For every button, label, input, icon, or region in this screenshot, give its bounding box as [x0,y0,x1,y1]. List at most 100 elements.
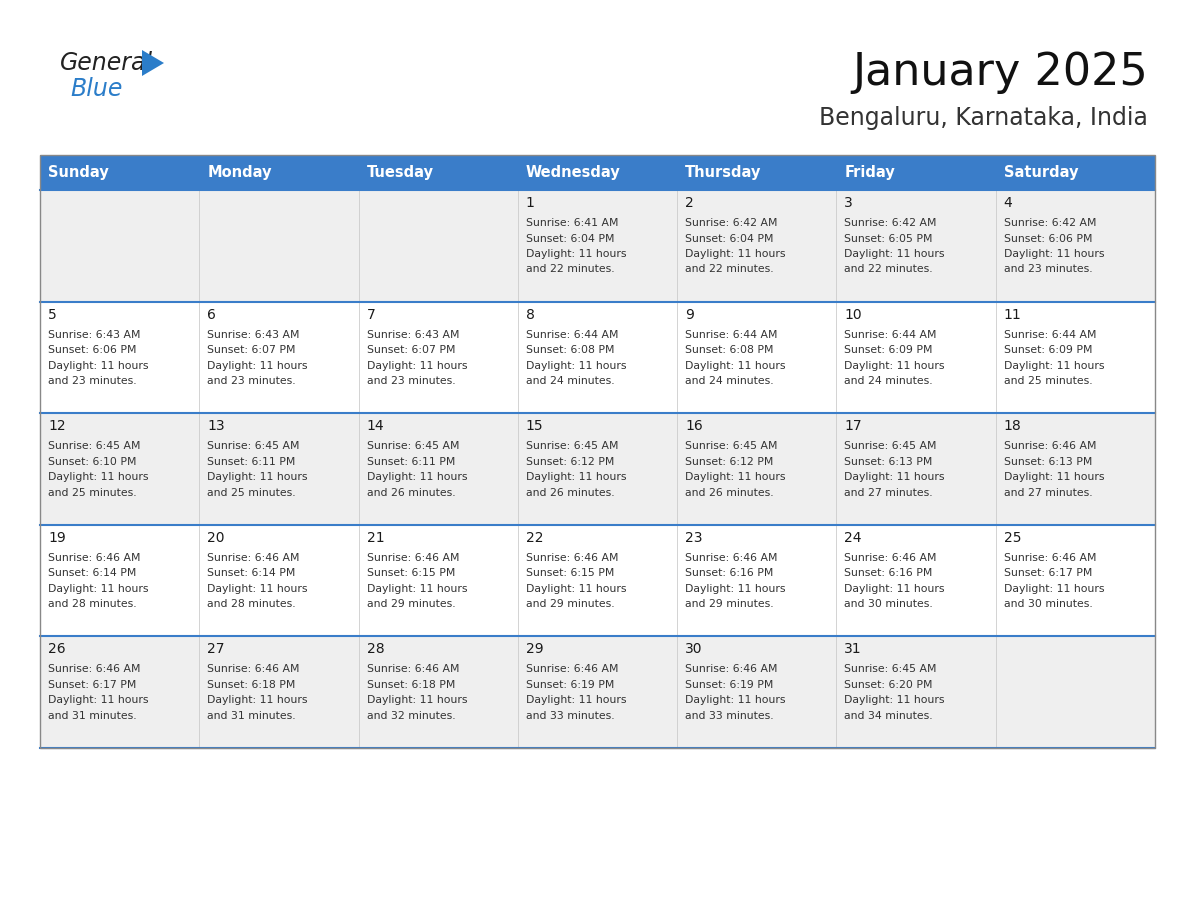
Text: and 23 minutes.: and 23 minutes. [1004,264,1092,274]
Text: and 23 minutes.: and 23 minutes. [48,376,137,386]
Text: Sunset: 6:16 PM: Sunset: 6:16 PM [685,568,773,578]
Text: Sunrise: 6:45 AM: Sunrise: 6:45 AM [367,442,459,452]
Text: 29: 29 [526,643,543,656]
Text: and 28 minutes.: and 28 minutes. [207,599,296,610]
Text: 8: 8 [526,308,535,321]
Text: Sunrise: 6:46 AM: Sunrise: 6:46 AM [1004,553,1097,563]
Text: Sunset: 6:18 PM: Sunset: 6:18 PM [207,680,296,690]
Text: Daylight: 11 hours: Daylight: 11 hours [685,472,785,482]
Text: Sunrise: 6:46 AM: Sunrise: 6:46 AM [685,665,778,675]
Text: and 22 minutes.: and 22 minutes. [685,264,773,274]
Text: Daylight: 11 hours: Daylight: 11 hours [685,361,785,371]
Text: Sunset: 6:04 PM: Sunset: 6:04 PM [526,233,614,243]
Text: Daylight: 11 hours: Daylight: 11 hours [685,249,785,259]
Text: and 25 minutes.: and 25 minutes. [207,487,296,498]
Text: Sunset: 6:07 PM: Sunset: 6:07 PM [367,345,455,355]
Text: Thursday: Thursday [685,165,762,180]
Text: Daylight: 11 hours: Daylight: 11 hours [685,584,785,594]
Text: and 27 minutes.: and 27 minutes. [1004,487,1092,498]
Text: 16: 16 [685,420,703,433]
Text: Tuesday: Tuesday [367,165,434,180]
Text: 30: 30 [685,643,702,656]
Text: Sunrise: 6:43 AM: Sunrise: 6:43 AM [207,330,299,340]
Text: Sunrise: 6:45 AM: Sunrise: 6:45 AM [48,442,140,452]
Text: Daylight: 11 hours: Daylight: 11 hours [526,696,626,705]
Text: 24: 24 [845,531,862,544]
Text: Sunrise: 6:44 AM: Sunrise: 6:44 AM [526,330,619,340]
Text: Daylight: 11 hours: Daylight: 11 hours [48,696,148,705]
Text: Sunrise: 6:43 AM: Sunrise: 6:43 AM [48,330,140,340]
Text: Sunset: 6:14 PM: Sunset: 6:14 PM [48,568,137,578]
Text: and 26 minutes.: and 26 minutes. [367,487,455,498]
Text: Sunset: 6:14 PM: Sunset: 6:14 PM [207,568,296,578]
Text: Friday: Friday [845,165,896,180]
Text: Sunset: 6:13 PM: Sunset: 6:13 PM [1004,456,1092,466]
Text: Daylight: 11 hours: Daylight: 11 hours [1004,584,1104,594]
Text: and 29 minutes.: and 29 minutes. [685,599,773,610]
Text: Sunrise: 6:45 AM: Sunrise: 6:45 AM [845,665,937,675]
Text: 23: 23 [685,531,702,544]
Text: and 29 minutes.: and 29 minutes. [367,599,455,610]
Text: January 2025: January 2025 [852,51,1148,95]
Text: Sunrise: 6:44 AM: Sunrise: 6:44 AM [1004,330,1097,340]
Text: and 30 minutes.: and 30 minutes. [845,599,934,610]
Text: 1: 1 [526,196,535,210]
Text: 12: 12 [48,420,65,433]
Text: Daylight: 11 hours: Daylight: 11 hours [1004,472,1104,482]
Text: Sunset: 6:09 PM: Sunset: 6:09 PM [845,345,933,355]
Text: Daylight: 11 hours: Daylight: 11 hours [845,249,944,259]
Text: and 32 minutes.: and 32 minutes. [367,711,455,721]
Text: Daylight: 11 hours: Daylight: 11 hours [845,361,944,371]
Text: 26: 26 [48,643,65,656]
Text: 20: 20 [207,531,225,544]
Text: Daylight: 11 hours: Daylight: 11 hours [367,472,467,482]
Text: Daylight: 11 hours: Daylight: 11 hours [526,361,626,371]
Text: and 27 minutes.: and 27 minutes. [845,487,933,498]
Text: and 29 minutes.: and 29 minutes. [526,599,614,610]
Text: Daylight: 11 hours: Daylight: 11 hours [1004,361,1104,371]
Bar [40,636,1155,748]
Text: Daylight: 11 hours: Daylight: 11 hours [207,696,308,705]
Text: Daylight: 11 hours: Daylight: 11 hours [1004,249,1104,259]
Text: 3: 3 [845,196,853,210]
Text: Sunrise: 6:46 AM: Sunrise: 6:46 AM [367,553,459,563]
Text: and 26 minutes.: and 26 minutes. [526,487,614,498]
Text: 10: 10 [845,308,862,321]
Text: and 24 minutes.: and 24 minutes. [526,376,614,386]
Text: Daylight: 11 hours: Daylight: 11 hours [845,584,944,594]
Text: 22: 22 [526,531,543,544]
Text: 2: 2 [685,196,694,210]
Text: Daylight: 11 hours: Daylight: 11 hours [48,361,148,371]
Text: 19: 19 [48,531,65,544]
Text: Sunrise: 6:46 AM: Sunrise: 6:46 AM [685,553,778,563]
Text: Wednesday: Wednesday [526,165,620,180]
Text: 14: 14 [367,420,384,433]
Text: Daylight: 11 hours: Daylight: 11 hours [207,584,308,594]
Text: Sunrise: 6:45 AM: Sunrise: 6:45 AM [845,442,937,452]
Text: Sunset: 6:15 PM: Sunset: 6:15 PM [526,568,614,578]
Text: Sunset: 6:13 PM: Sunset: 6:13 PM [845,456,933,466]
Bar [40,155,1155,748]
Text: Sunset: 6:16 PM: Sunset: 6:16 PM [845,568,933,578]
Text: Sunrise: 6:46 AM: Sunrise: 6:46 AM [526,665,619,675]
Text: 6: 6 [207,308,216,321]
Text: Sunset: 6:06 PM: Sunset: 6:06 PM [48,345,137,355]
Polygon shape [143,50,164,76]
Text: and 31 minutes.: and 31 minutes. [48,711,137,721]
Text: Sunrise: 6:46 AM: Sunrise: 6:46 AM [1004,442,1097,452]
Text: 25: 25 [1004,531,1022,544]
Text: Daylight: 11 hours: Daylight: 11 hours [367,361,467,371]
Text: and 33 minutes.: and 33 minutes. [526,711,614,721]
Text: Bengaluru, Karnataka, India: Bengaluru, Karnataka, India [819,106,1148,130]
Text: and 31 minutes.: and 31 minutes. [207,711,296,721]
Text: Sunrise: 6:46 AM: Sunrise: 6:46 AM [48,665,140,675]
Text: Sunset: 6:11 PM: Sunset: 6:11 PM [207,456,296,466]
Text: Sunrise: 6:41 AM: Sunrise: 6:41 AM [526,218,619,228]
Text: Sunset: 6:12 PM: Sunset: 6:12 PM [526,456,614,466]
Text: Daylight: 11 hours: Daylight: 11 hours [526,584,626,594]
Text: Daylight: 11 hours: Daylight: 11 hours [685,696,785,705]
Text: and 26 minutes.: and 26 minutes. [685,487,773,498]
Text: Daylight: 11 hours: Daylight: 11 hours [207,361,308,371]
Text: Sunrise: 6:46 AM: Sunrise: 6:46 AM [207,553,299,563]
Text: Daylight: 11 hours: Daylight: 11 hours [367,584,467,594]
